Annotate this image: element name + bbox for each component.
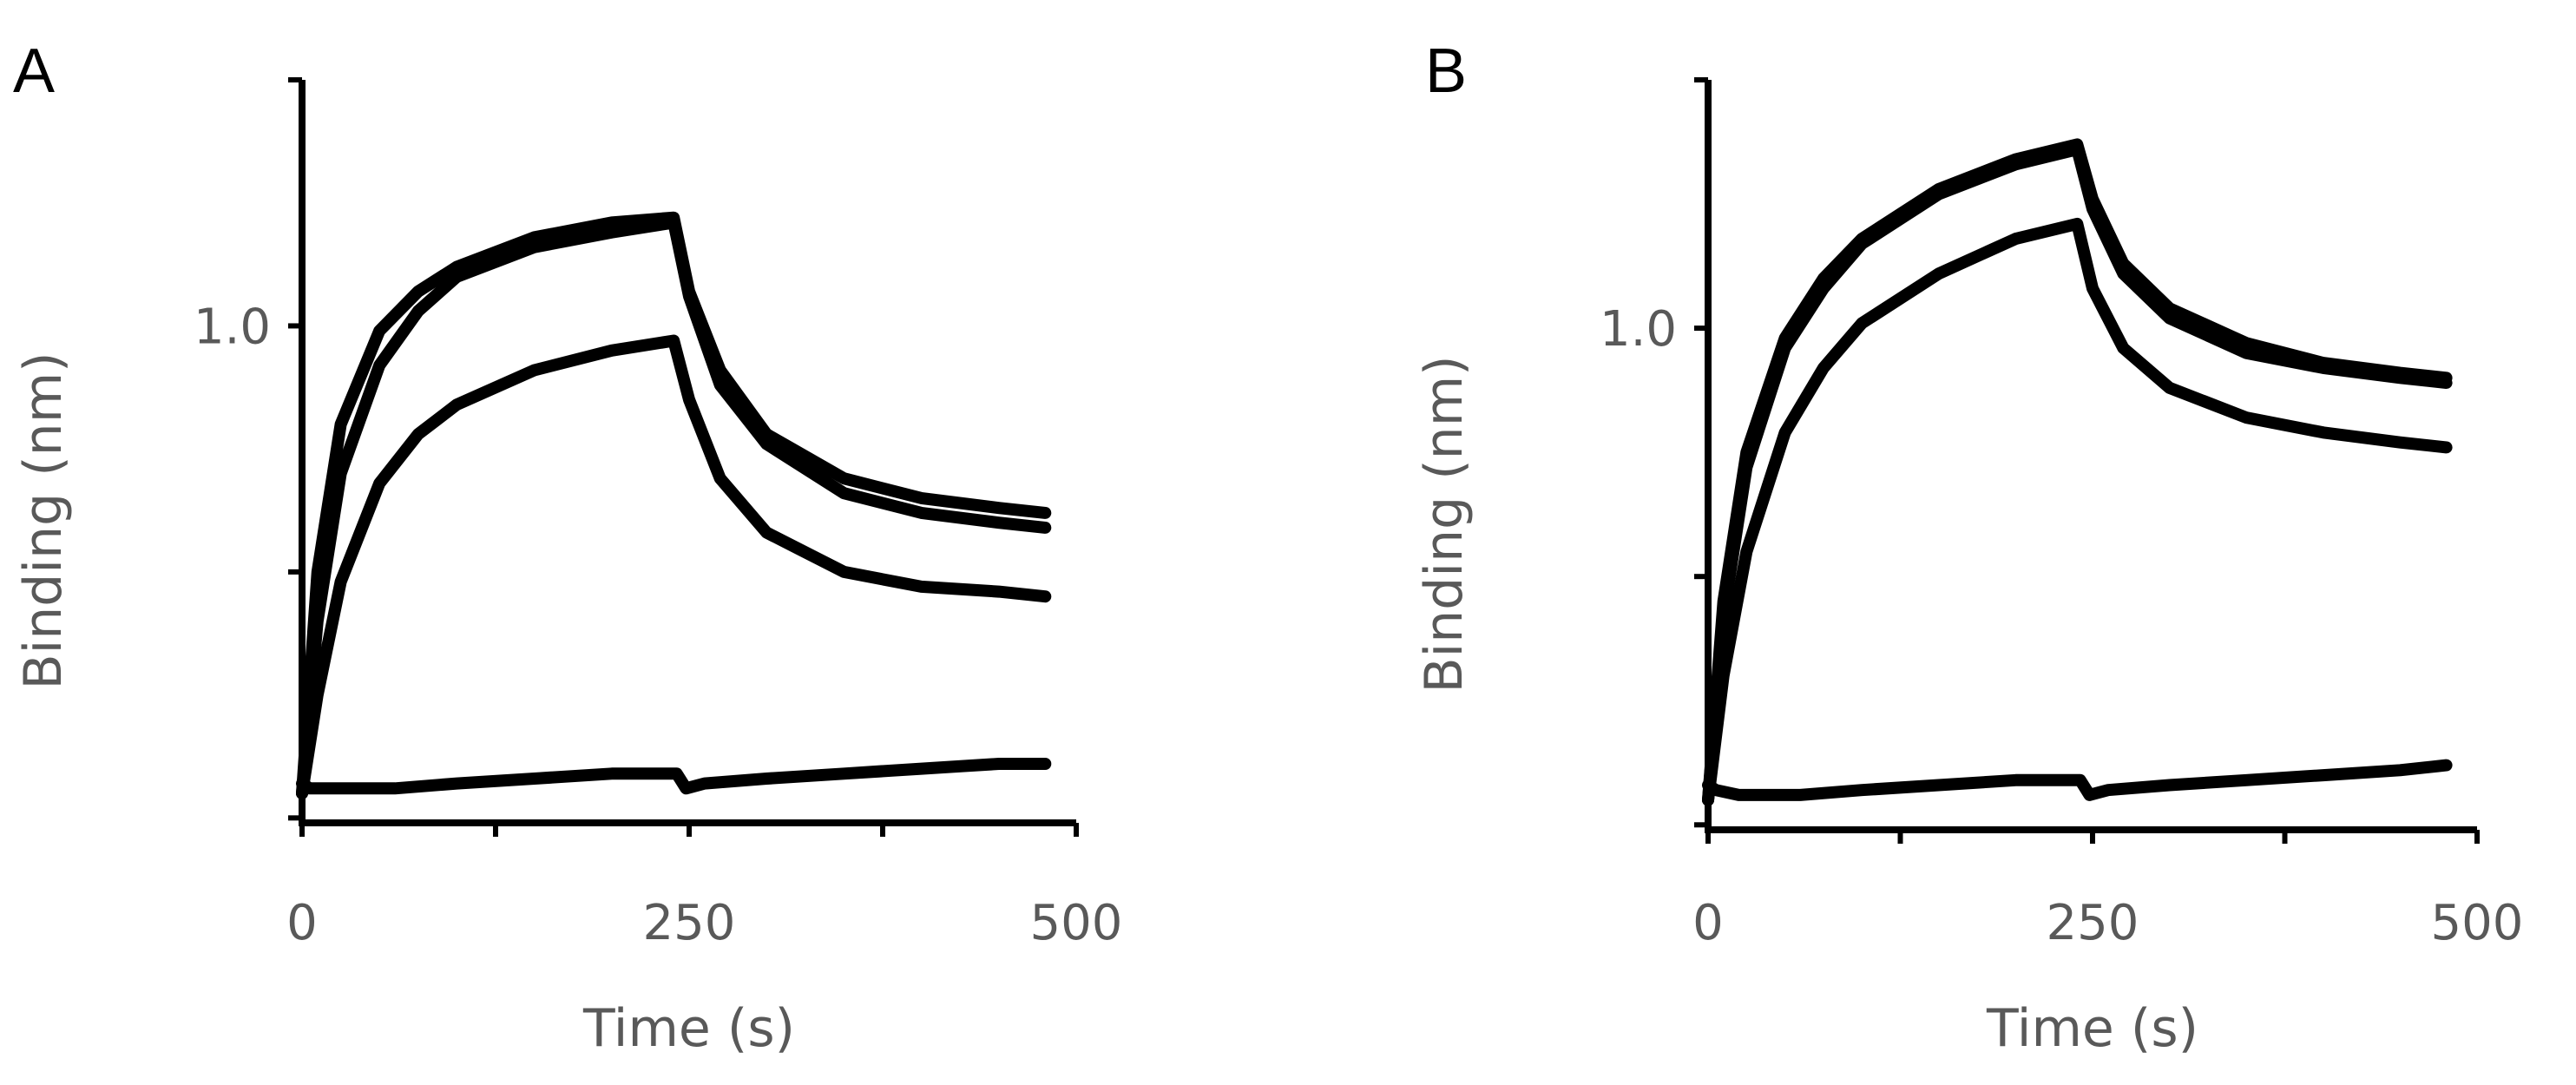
- chart-a-x-tick-label-4: 500: [1030, 895, 1123, 951]
- chart-a-x-axis-title: Time (s): [582, 998, 795, 1059]
- chart-b-series-3: [1702, 217, 2453, 806]
- chart-b-y-axis-title: Binding (nm): [1414, 355, 1475, 693]
- chart-a-y-tick-label-2: 1.0: [194, 299, 271, 355]
- panel-label-a: A: [13, 36, 55, 106]
- panel-label-b: B: [1425, 36, 1467, 106]
- chart-a-series-3: [296, 334, 1052, 799]
- chart-panel-a: A 1.0 0 250 500 Time (s) Binding (nm): [13, 36, 1123, 1059]
- chart-b-x-tick-label-0: 0: [1692, 895, 1724, 951]
- chart-b-svg: B 1.0 0 250 500 Time (s) Binding (nm): [1414, 36, 2524, 1059]
- chart-a-y-axis-title: Binding (nm): [13, 352, 74, 689]
- chart-panel-b: B 1.0 0 250 500 Time (s) Binding (nm): [1401, 0, 2576, 1085]
- chart-a-series-2: [296, 216, 1052, 799]
- chart-a-series-1: [296, 211, 1052, 799]
- chart-b-series-4: [1702, 759, 2453, 801]
- chart-b-series-2: [1702, 143, 2453, 806]
- chart-a-x-tick-label-0: 0: [286, 895, 318, 951]
- chart-b-y-tick-label-2: 1.0: [1600, 301, 1677, 358]
- chart-a-svg: A 1.0 0 250 500 Time (s) Binding (nm): [13, 36, 1123, 1059]
- chart-b-x-tick-label-2: 250: [2047, 895, 2139, 951]
- chart-b-x-tick-label-4: 500: [2431, 895, 2524, 951]
- chart-b-x-axis-title: Time (s): [1986, 998, 2198, 1059]
- chart-a-x-tick-label-2: 250: [643, 895, 736, 951]
- chart-a-series-4: [296, 758, 1052, 795]
